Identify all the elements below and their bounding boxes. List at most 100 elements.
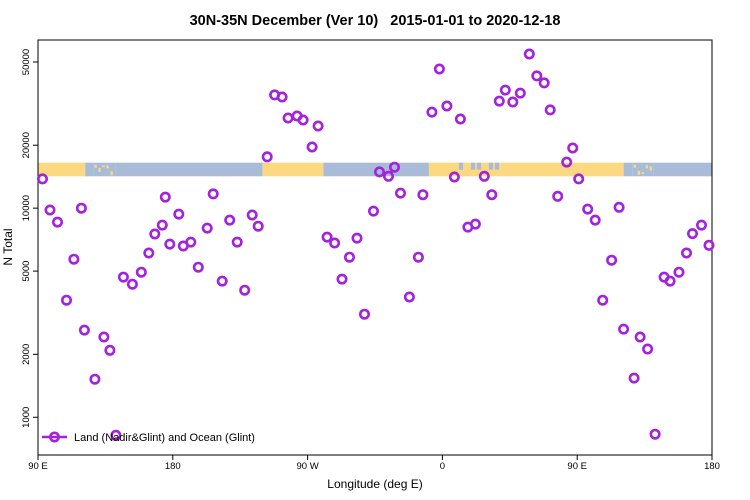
x-tick-label: 180: [165, 461, 181, 472]
data-point: [433, 63, 445, 75]
data-point: [173, 208, 185, 220]
sea-patch: [476, 162, 482, 170]
island-speck: [637, 170, 641, 175]
data-point: [51, 216, 63, 228]
y-tick-label: 1000: [21, 407, 32, 428]
data-point: [582, 203, 594, 215]
data-point: [192, 261, 204, 273]
data-point: [649, 428, 661, 440]
data-point: [448, 171, 460, 183]
x-tick-label: 90 E: [567, 461, 587, 472]
data-point: [680, 247, 692, 259]
x-tick-label: 90 W: [297, 461, 319, 472]
data-point: [412, 251, 424, 263]
band-segment-islands: [93, 162, 116, 177]
data-point: [164, 238, 176, 250]
data-point: [156, 219, 168, 231]
data-point: [426, 106, 438, 118]
data-point: [312, 120, 324, 132]
y-tick-label: 10000: [21, 195, 32, 221]
band-segment-ocean: [115, 162, 263, 177]
data-point: [297, 114, 309, 126]
data-point: [78, 324, 90, 336]
data-point: [561, 156, 573, 168]
data-point: [634, 331, 646, 343]
sea-patch: [470, 162, 476, 170]
data-point: [589, 214, 601, 226]
island-speck: [645, 165, 649, 169]
island-speck: [110, 171, 113, 176]
data-point: [567, 142, 579, 154]
data-point: [110, 429, 122, 441]
data-point: [573, 173, 585, 185]
x-axis-label: Longitude (deg E): [327, 477, 422, 491]
data-point: [514, 87, 526, 99]
data-point: [216, 275, 228, 287]
y-axis-ticks: 1000 2000 5000 10000 20000 50000: [21, 49, 38, 428]
data-point: [117, 271, 129, 283]
band-segment-land: [262, 162, 324, 177]
y-tick-label: 20000: [21, 132, 32, 158]
data-point: [201, 222, 213, 234]
data-point: [478, 170, 490, 182]
island-speck: [641, 172, 645, 175]
data-point: [499, 84, 511, 96]
legend: Land (Nadir&Glint) and Ocean (Glint): [42, 431, 255, 444]
data-point: [552, 190, 564, 202]
data-point: [628, 372, 640, 384]
x-tick-label: 90 E: [28, 461, 48, 472]
data-point: [68, 253, 80, 265]
data-point: [252, 220, 264, 232]
data-point: [224, 214, 236, 226]
island-speck: [102, 165, 105, 168]
data-point: [538, 77, 550, 89]
data-point: [686, 228, 698, 240]
data-point: [143, 247, 155, 259]
data-point: [493, 95, 505, 107]
island-speck: [633, 164, 637, 168]
data-point: [531, 70, 543, 82]
data-point: [135, 266, 147, 278]
data-point: [703, 239, 715, 251]
x-axis-ticks: 90 E 180 90 W 0 90 E 180: [28, 455, 720, 472]
data-point: [441, 100, 453, 112]
sea-patch: [488, 162, 494, 170]
data-point: [351, 232, 363, 244]
data-point: [642, 343, 654, 355]
data-point: [695, 219, 707, 231]
y-axis-label: N Total: [1, 228, 15, 265]
data-point: [321, 231, 333, 243]
data-point: [89, 373, 101, 385]
data-point: [507, 96, 519, 108]
y-tick-label: 5000: [21, 261, 32, 282]
island-speck: [94, 164, 97, 168]
data-point: [403, 291, 415, 303]
y-tick-label: 2000: [21, 344, 32, 365]
data-point: [149, 228, 161, 240]
data-point: [207, 188, 219, 200]
chart-title: 30N-35N December (Ver 10) 2015-01-01 to …: [190, 13, 561, 29]
data-point: [673, 266, 685, 278]
data-point: [544, 104, 556, 116]
data-point: [469, 218, 481, 230]
legend-point-marker-icon: [48, 431, 60, 443]
data-point: [60, 294, 72, 306]
data-point: [126, 278, 138, 290]
legend-label: Land (Nadir&Glint) and Ocean (Glint): [74, 432, 255, 444]
x-tick-label: 0: [440, 461, 445, 472]
land-ocean-band: [38, 162, 712, 177]
data-point: [336, 273, 348, 285]
data-point: [597, 294, 609, 306]
data-points: [36, 48, 715, 441]
data-point: [276, 91, 288, 103]
band-segment-land: [500, 162, 624, 177]
sea-patch: [494, 162, 500, 170]
band-segment-ocean: [653, 162, 712, 177]
data-point: [486, 189, 498, 201]
plot-border: [37, 39, 713, 456]
data-point: [329, 237, 341, 249]
data-point: [367, 205, 379, 217]
sea-patch: [458, 162, 464, 170]
